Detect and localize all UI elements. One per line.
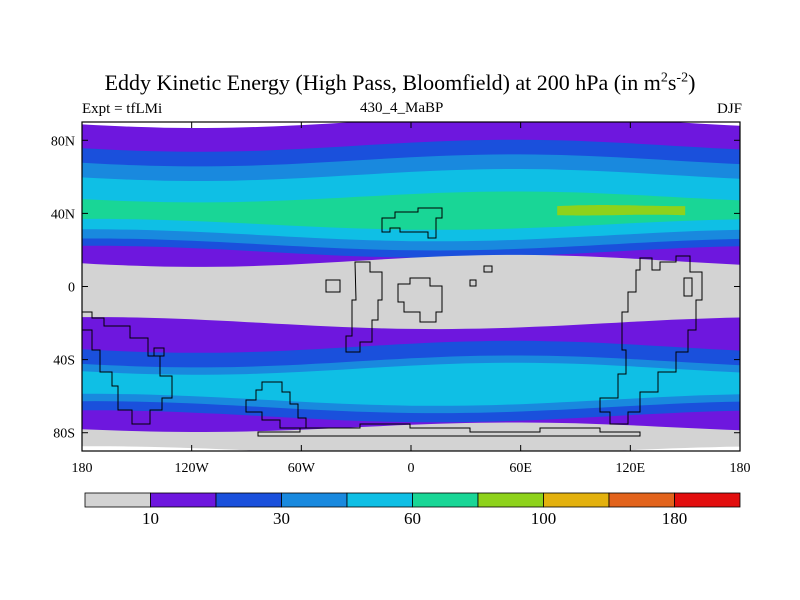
coastline-arabia: [397, 277, 443, 323]
chart-title: Eddy Kinetic Energy (High Pass, Bloomfie…: [0, 70, 800, 96]
colorbar-swatch-6: [477, 492, 544, 508]
x-tick-label: 0: [408, 461, 415, 476]
experiment-label: Expt = tfLMi: [82, 101, 163, 117]
y-tick-label: 0: [68, 281, 75, 296]
y-tick-label: 40N: [51, 207, 75, 222]
coastline-east-inner: [683, 277, 693, 297]
coastline-south-peninsula: [245, 381, 307, 429]
contour-band-7: [82, 191, 740, 230]
coastline-island-mid: [469, 279, 477, 287]
colorbar-swatch-5: [412, 492, 479, 508]
contour-fields: [82, 122, 740, 451]
coastline-island-small: [483, 265, 493, 273]
coastline-antarctica: [257, 423, 641, 437]
title-close-paren: ): [688, 70, 696, 95]
title-unit-s: s: [667, 70, 677, 95]
coastline-east-continent: [599, 255, 703, 425]
colorbar-label: 100: [531, 509, 557, 528]
coastline-island-sw: [153, 347, 165, 357]
low-energy-region-0: [82, 254, 740, 330]
run-label: 430_4_MaBP: [360, 100, 444, 116]
axes: 180 120W 60W 0 60E 120E 180 80N 40N 0 40S 80S: [51, 122, 751, 476]
colorbar-swatch-1: [150, 492, 217, 508]
y-tick-label: 80S: [53, 427, 75, 442]
coastline-europe: [381, 207, 443, 239]
colorbar-swatch-3: [281, 492, 348, 508]
x-tick-label: 120W: [175, 461, 210, 476]
title-exponent-neg2: -2: [676, 70, 689, 86]
chart-title-text: Eddy Kinetic Energy (High Pass, Bloomfie…: [104, 70, 661, 95]
low-energy-region-1: [82, 422, 740, 451]
colorbar-swatch-2: [215, 492, 282, 508]
coastline-island-west: [325, 279, 341, 293]
title-exponent-2: 2: [660, 70, 668, 86]
colorbar-swatch-8: [608, 492, 675, 508]
colorbar-label: 180: [662, 509, 688, 528]
colorbar-label: 30: [273, 509, 290, 528]
x-tick-label: 120E: [616, 461, 646, 476]
y-tick-label: 40S: [53, 354, 75, 369]
x-tick-label: 180: [730, 461, 751, 476]
coastline-africa: [345, 261, 383, 353]
contour-band-8: [557, 205, 686, 216]
colorbar-swatch-7: [543, 492, 610, 508]
coastline-southwest: [82, 311, 173, 425]
colorbar: 10 30 60 100 180: [84, 492, 741, 528]
x-tick-label: 180: [72, 461, 93, 476]
colorbar-label: 10: [142, 509, 159, 528]
colorbar-swatch-0: [84, 492, 151, 508]
season-label: DJF: [716, 101, 742, 117]
y-tick-label: 80N: [51, 134, 75, 149]
colorbar-swatch-4: [346, 492, 413, 508]
coastlines: [82, 207, 703, 437]
x-tick-label: 60E: [509, 461, 532, 476]
contour-band-3: [82, 362, 740, 406]
colorbar-label: 60: [404, 509, 421, 528]
colorbar-swatch-9: [674, 492, 741, 508]
x-tick-label: 60W: [288, 461, 316, 476]
